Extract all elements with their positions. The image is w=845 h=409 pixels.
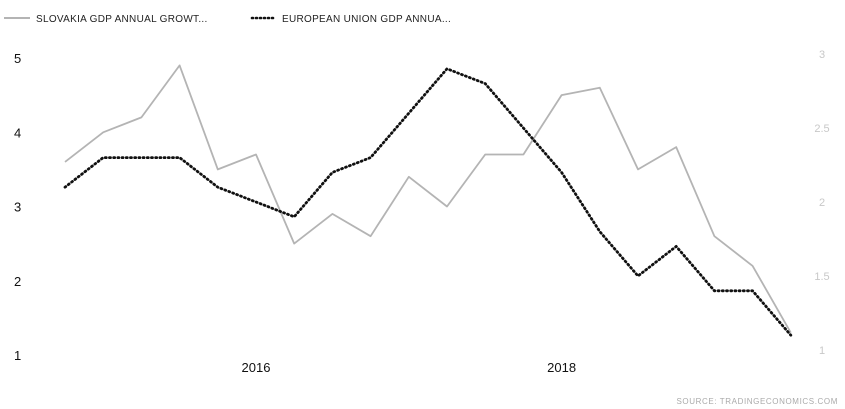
legend-label-eu: EUROPEAN UNION GDP ANNUA... — [282, 14, 451, 25]
y-left-tick-label: 2 — [14, 274, 21, 289]
y-right-tick-label: 1.5 — [814, 271, 829, 283]
y-left-tick-label: 1 — [14, 348, 21, 363]
chart-legend: SLOVAKIA GDP ANNUAL GROWT... EUROPEAN UN… — [4, 14, 451, 25]
series-line-slovakia — [64, 64, 792, 334]
y-right-tick-label: 1 — [819, 345, 825, 357]
y-right-tick-label: 2 — [819, 197, 825, 209]
right-axis-ticks: 1 1.5 2 2.5 3 — [814, 49, 829, 357]
series-line-eu — [63, 67, 793, 337]
y-left-tick-label: 5 — [14, 51, 21, 66]
y-right-tick-label: 3 — [819, 49, 825, 61]
y-left-tick-label: 4 — [14, 125, 21, 140]
source-label: SOURCE: TRADINGECONOMICS.COM — [676, 397, 838, 406]
x-tick-label: 2016 — [242, 360, 271, 375]
y-right-tick-label: 2.5 — [814, 123, 829, 135]
series-layer — [63, 64, 793, 337]
legend-label-slovakia: SLOVAKIA GDP ANNUAL GROWT... — [36, 14, 208, 25]
x-axis-ticks: 201620182020 — [242, 360, 577, 375]
y-left-tick-label: 3 — [14, 200, 21, 215]
left-axis-ticks: 1 2 3 4 5 — [14, 51, 21, 363]
x-tick-label: 2018 — [547, 360, 576, 375]
